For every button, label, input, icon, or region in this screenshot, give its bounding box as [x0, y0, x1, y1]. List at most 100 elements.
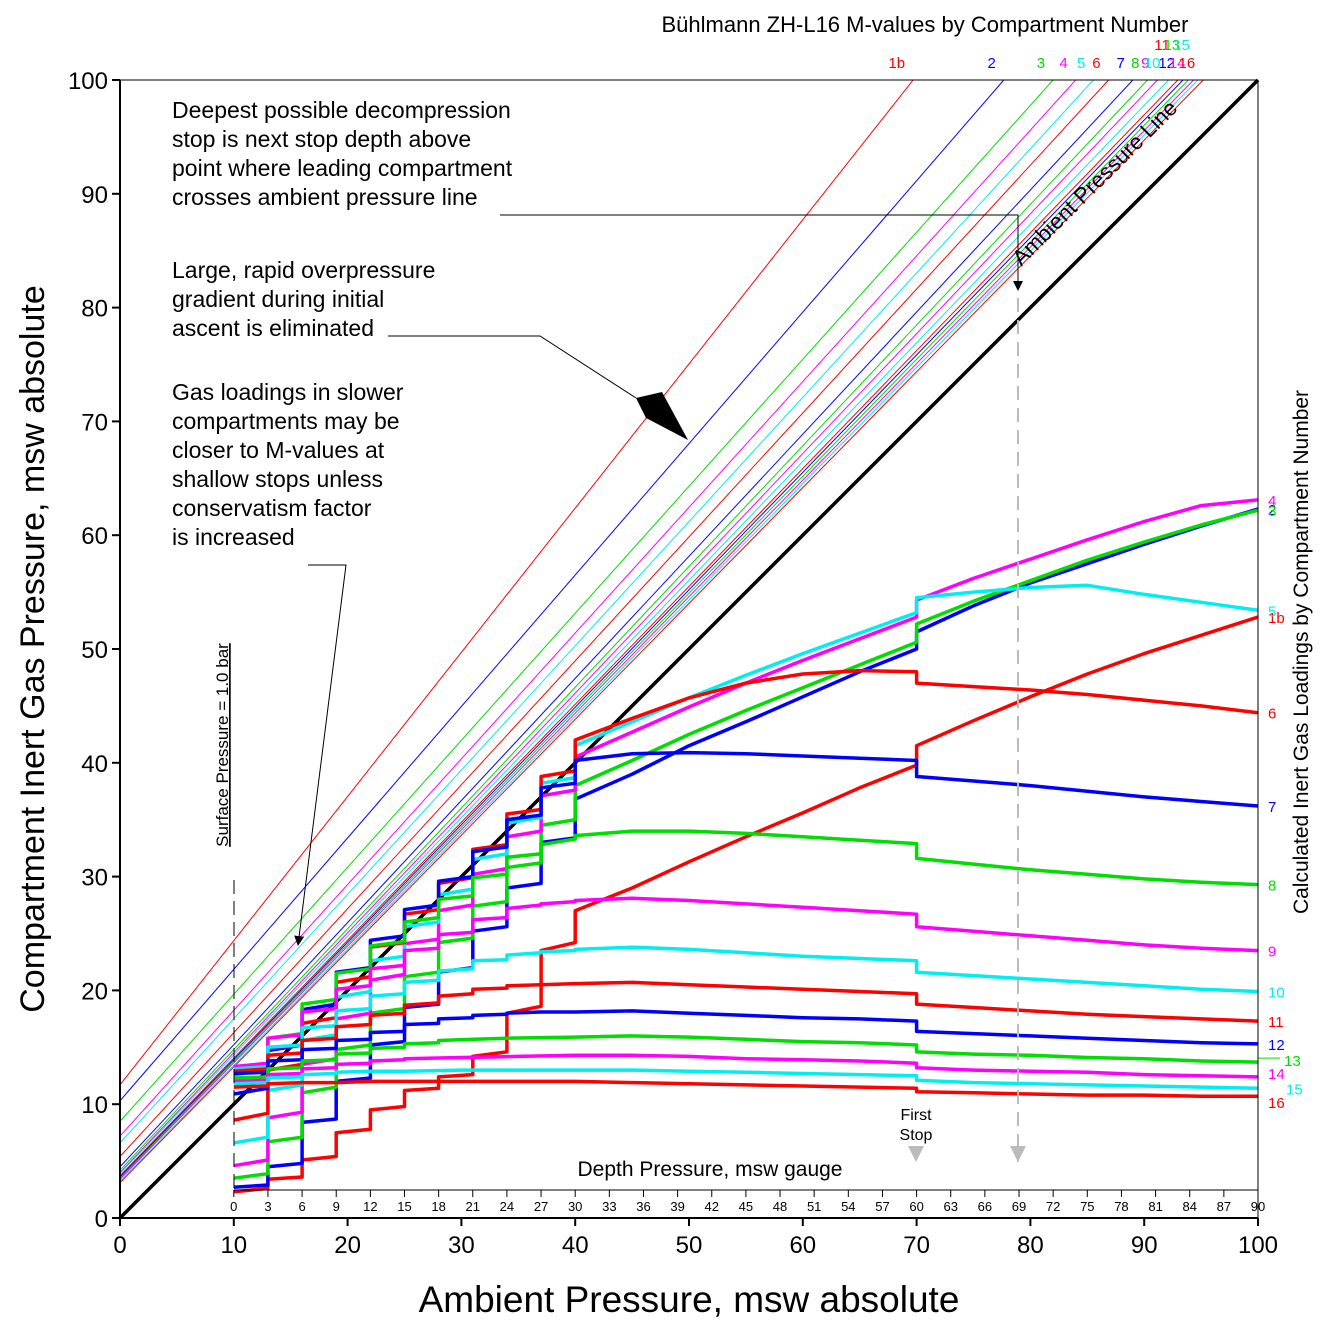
m-value-line-5: [120, 80, 1094, 1144]
depth-tick-label: 51: [807, 1199, 821, 1214]
depth-axis: 0 3 6 9 12 15 18 21 24 27 30 33 36 39 42 45 48 51 54 57 60 63…: [230, 1190, 1265, 1214]
loading-curve-13: [233, 1034, 1258, 1080]
x-tick-label: 80: [1017, 1232, 1044, 1259]
m-value-line-13: [120, 80, 1189, 1179]
depth-tick-label: 84: [1182, 1199, 1196, 1214]
x-tick-label: 20: [334, 1232, 361, 1259]
x-tick-label: 0: [113, 1232, 126, 1259]
depth-tick-label: 24: [500, 1199, 514, 1214]
y-tick-label: 70: [81, 409, 108, 436]
m-value-lines: [120, 80, 1204, 1184]
depth-tick-label: 39: [670, 1199, 684, 1214]
surface-pressure-label: Surface Pressure = 1.0 bar: [213, 643, 232, 847]
m-value-label-16: 16: [1179, 55, 1196, 72]
m-value-label-11: 11: [1154, 37, 1170, 54]
depth-tick-label: 27: [534, 1199, 548, 1214]
y-tick-label: 100: [68, 68, 108, 95]
m-value-label-10: 10: [1144, 55, 1161, 72]
depth-tick-label: 72: [1046, 1199, 1060, 1214]
depth-tick-label: 3: [264, 1199, 271, 1214]
depth-tick-label: 12: [363, 1199, 377, 1214]
annotation-leaders: [294, 214, 1023, 946]
m-value-label-7: 7: [1117, 55, 1125, 72]
loading-curve-2: [233, 507, 1258, 1190]
x-tick-label: 50: [676, 1232, 703, 1259]
m-value-line-8: [120, 80, 1148, 1171]
annotation-3: Gas loadings in slower compartments may b…: [172, 379, 404, 550]
depth-tick-label: 75: [1080, 1199, 1094, 1214]
x-tick-label: 10: [220, 1232, 247, 1259]
depth-tick-label: 45: [739, 1199, 753, 1214]
depth-tick-label: 9: [333, 1199, 340, 1214]
loading-label-5: 5: [1268, 603, 1276, 620]
m-value-line-3: [120, 80, 1054, 1122]
depth-tick-label: 30: [568, 1199, 582, 1214]
loading-curves: [233, 498, 1258, 1194]
annotations: Deepest possible decompression stop is ne…: [172, 97, 513, 550]
m-value-line-12: [120, 80, 1184, 1178]
m-value-line-4: [120, 80, 1077, 1137]
x-tick-label: 40: [562, 1232, 589, 1259]
depth-tick-label: 54: [841, 1199, 855, 1214]
m-value-label-2: 2: [987, 55, 995, 72]
m-value-label-5: 5: [1077, 55, 1085, 72]
loading-curve-11: [233, 980, 1258, 1073]
m-value-line-9: [120, 80, 1158, 1173]
depth-tick-label: 66: [978, 1199, 992, 1214]
m-value-label-1b: 1b: [888, 55, 905, 72]
y-tick-label: 0: [95, 1206, 108, 1233]
loading-curve-12: [233, 1009, 1258, 1076]
annotation-2: Large, rapid overpressure gradient during…: [172, 257, 435, 341]
x-tick-label: 90: [1131, 1232, 1158, 1259]
loading-curve-14: [233, 1053, 1258, 1084]
y-tick-label: 50: [81, 637, 108, 664]
loading-curve-1b: [233, 615, 1258, 1194]
loading-label-8: 8: [1268, 878, 1276, 895]
m-value-line-11: [120, 80, 1179, 1177]
depth-tick-label: 15: [397, 1199, 411, 1214]
depth-tick-label: 87: [1217, 1199, 1231, 1214]
m-value-label-15: 15: [1173, 37, 1190, 54]
right-axis-label: Calculated Inert Gas Loadings by Compart…: [1290, 390, 1313, 914]
depth-tick-label: 42: [705, 1199, 719, 1214]
x-tick-label: 70: [903, 1232, 930, 1259]
surface-pressure-marker: Surface Pressure = 1.0 bar: [213, 643, 235, 1188]
y-tick-label: 80: [81, 296, 108, 323]
loading-label-16: 16: [1268, 1095, 1285, 1112]
y-axis: 0 10 20 30 40 50 60 70 80 90 100: [68, 68, 120, 1233]
loading-curve-8: [233, 829, 1258, 1077]
m-value-label-3: 3: [1037, 55, 1045, 72]
m-value-line-2: [120, 80, 1005, 1102]
depth-tick-label: 21: [466, 1199, 480, 1214]
x-tick-label: 100: [1238, 1232, 1278, 1259]
loading-label-3: 3: [1268, 503, 1276, 520]
loading-label-1b: 1b: [1268, 610, 1285, 627]
y-tick-label: 60: [81, 523, 108, 550]
m-value-label-13: 13: [1164, 37, 1181, 54]
m-value-line-10: [120, 80, 1169, 1174]
m-value-label-8: 8: [1131, 55, 1139, 72]
loading-label-11: 11: [1268, 1014, 1284, 1031]
chart-title: Bühlmann ZH-L16 M-values by Compartment …: [662, 12, 1189, 37]
depth-tick-label: 18: [431, 1199, 445, 1214]
first-stop-label: First Stop: [900, 1107, 933, 1144]
m-value-line-16: [120, 80, 1204, 1184]
depth-tick-label: 0: [230, 1199, 237, 1214]
depth-tick-label: 36: [636, 1199, 650, 1214]
y-tick-label: 40: [81, 751, 108, 778]
m-value-label-14: 14: [1169, 55, 1186, 72]
loading-curve-10: [233, 945, 1258, 1071]
depth-tick-label: 69: [1012, 1199, 1026, 1214]
depth-tick-label: 78: [1114, 1199, 1128, 1214]
y-tick-label: 30: [81, 865, 108, 892]
y-tick-label: 90: [81, 182, 108, 209]
m-value-label-6: 6: [1092, 55, 1100, 72]
loading-label-15: 15: [1286, 1081, 1303, 1098]
m-value-line-6: [120, 80, 1109, 1157]
loading-curve-3: [233, 508, 1258, 1180]
loading-curve-15: [233, 1068, 1258, 1091]
first-stop-marker: First Stop: [900, 1107, 933, 1162]
